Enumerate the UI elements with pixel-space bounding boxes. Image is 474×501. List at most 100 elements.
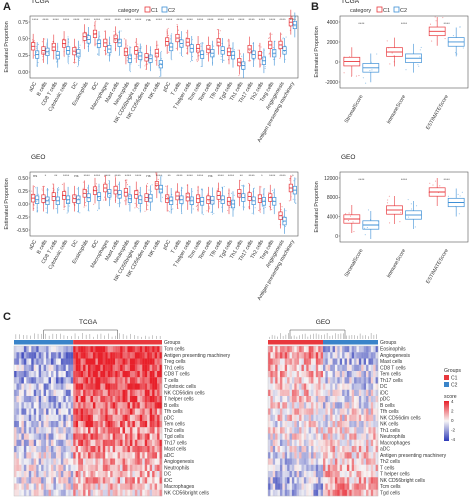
heatmap-cell (127, 402, 131, 409)
heatmap-cell (23, 402, 27, 409)
heatmap-cell (36, 471, 39, 478)
heatmap-cell (92, 483, 96, 490)
data-point (420, 46, 422, 49)
data-point (431, 40, 433, 42)
data-point (185, 197, 187, 199)
heatmap-cell (134, 489, 138, 497)
heatmap-cell (275, 471, 278, 478)
heatmap-cell (53, 427, 57, 434)
heatmap-cell (373, 452, 376, 459)
heatmap-cell (88, 408, 91, 415)
heatmap-cell (18, 352, 22, 359)
data-point (407, 199, 409, 201)
heatmap-cell (330, 471, 333, 478)
data-point (197, 190, 199, 192)
heatmap-cell (36, 427, 39, 434)
heatmap-cell (342, 414, 345, 422)
heatmap-cell (291, 439, 295, 447)
heatmap-cell (275, 346, 278, 353)
data-point (62, 38, 64, 40)
heatmap-cell (356, 489, 360, 497)
heatmap-cell (137, 433, 140, 440)
heatmap-cell (28, 383, 32, 390)
heatmap-cell (63, 383, 66, 390)
heatmap-cell (311, 427, 314, 434)
heatmap-cell (375, 489, 379, 497)
heatmap-cell (115, 464, 118, 472)
data-point (456, 53, 458, 55)
data-point (41, 41, 43, 43)
data-point (190, 42, 193, 45)
data-point (371, 69, 373, 71)
heatmap-cell (122, 358, 126, 365)
data-point (171, 199, 173, 201)
data-point (160, 191, 162, 193)
heatmap-cell (115, 452, 118, 459)
heatmap-cell (80, 408, 84, 415)
plot-frame (29, 171, 299, 237)
heatmap-cell (142, 439, 145, 447)
heatmap-cell (323, 427, 326, 434)
heatmap-cell (68, 433, 71, 440)
heatmap-cell (339, 371, 343, 378)
heatmap-cell (277, 396, 281, 403)
heatmap-cell (306, 483, 309, 490)
heatmap-cell (334, 483, 338, 490)
heatmap-cell (375, 352, 379, 359)
data-point (279, 57, 281, 59)
data-point (289, 29, 291, 31)
heatmap-cell (344, 458, 348, 465)
significance-label: * (261, 173, 263, 178)
heatmap-cell (152, 414, 155, 422)
heatmap-cell (287, 471, 290, 478)
heatmap-cell (332, 414, 336, 422)
heatmap-cell (105, 402, 108, 409)
data-point (55, 61, 58, 63)
data-point (139, 194, 142, 196)
data-point (87, 187, 89, 189)
heatmap-cell (356, 389, 360, 397)
heatmap-cell (308, 433, 312, 440)
heatmap-cell (92, 364, 96, 372)
heatmap-cell (38, 383, 42, 390)
plot-frame (339, 171, 469, 243)
data-point (231, 201, 233, 204)
heatmap-cell (358, 421, 362, 428)
heatmap-row-label: T cells (164, 378, 179, 384)
data-point (64, 39, 66, 42)
heatmap-cell (284, 446, 288, 453)
data-point (137, 57, 139, 59)
data-point (283, 50, 286, 52)
y-tick-label: 0.25 (18, 189, 28, 195)
significance-label: **** (84, 173, 91, 178)
heatmap-cell (83, 414, 86, 422)
heatmap-cell (78, 477, 81, 484)
heatmap-cell (268, 427, 271, 434)
heatmap-cell (373, 371, 376, 378)
heatmap-cell (31, 383, 34, 390)
heatmap-cell (270, 358, 273, 365)
heatmap-cell (97, 471, 101, 478)
heatmap-cell (23, 421, 27, 428)
heatmap-cell (26, 489, 29, 497)
heatmap-cell (320, 346, 324, 353)
heatmap-cell (157, 346, 160, 353)
heatmap-cell (36, 346, 39, 353)
data-point (57, 46, 59, 48)
heatmap-cell (60, 396, 64, 403)
heatmap-cell (134, 371, 138, 378)
heatmap-cell (144, 358, 148, 365)
panel-label-c: C (3, 311, 11, 323)
heatmap-cell (356, 477, 360, 484)
data-point (42, 52, 44, 54)
heatmap-cell (308, 464, 312, 472)
heatmap-cell (337, 358, 340, 365)
heatmap-cell (48, 483, 52, 490)
heatmap-cell (95, 446, 99, 453)
heatmap-cell (368, 483, 371, 490)
heatmap-cell (152, 458, 155, 465)
data-point (408, 216, 410, 218)
heatmap-cell (16, 477, 20, 484)
data-point (166, 199, 168, 201)
heatmap-cell (330, 389, 333, 397)
